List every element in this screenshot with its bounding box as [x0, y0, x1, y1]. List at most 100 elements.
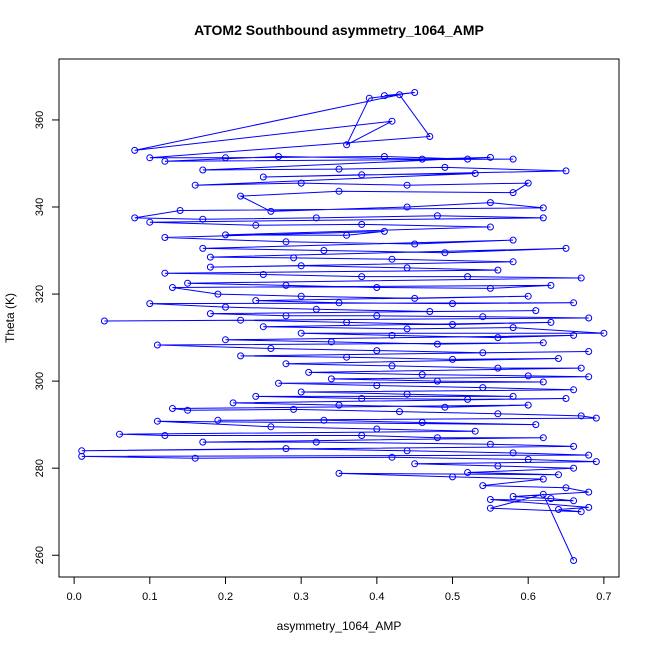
data-point: [509, 449, 517, 457]
data-point: [539, 204, 547, 212]
data-point: [570, 331, 578, 339]
data-point: [539, 434, 547, 442]
data-point: [116, 430, 123, 438]
data-point: [449, 300, 456, 308]
data-point: [252, 392, 260, 400]
data-point: [388, 255, 396, 263]
data-point: [222, 336, 229, 344]
data-point: [577, 364, 585, 372]
data-point: [184, 279, 192, 287]
data-point: [320, 247, 328, 254]
data-point: [169, 405, 176, 412]
data-point: [486, 284, 494, 292]
data-point: [237, 192, 245, 200]
data-point: [441, 163, 449, 171]
data-point: [509, 493, 517, 500]
data-point: [464, 469, 472, 476]
data-point: [524, 179, 532, 187]
data-point: [267, 423, 275, 431]
plot-layer: [78, 89, 608, 564]
data-point: [509, 324, 517, 332]
data-point: [524, 372, 532, 380]
data-point: [176, 207, 184, 214]
data-point: [267, 207, 275, 215]
data-point: [486, 199, 494, 207]
data-point: [570, 464, 578, 472]
data-point: [380, 153, 388, 160]
data-point: [494, 462, 502, 470]
data-point: [486, 496, 494, 503]
data-point: [282, 360, 290, 368]
data-point: [532, 307, 540, 315]
x-tick-label: 0.6: [521, 591, 536, 603]
data-point: [343, 231, 351, 239]
data-point: [373, 425, 381, 433]
data-point: [555, 506, 562, 513]
x-tick-label: 0.2: [218, 591, 233, 603]
data-point: [343, 141, 351, 149]
data-point: [570, 299, 578, 307]
plot-frame: [58, 58, 620, 578]
y-tick-label: 300: [34, 372, 46, 390]
data-point: [161, 269, 169, 277]
data-point: [403, 447, 411, 455]
x-tick-label: 0.7: [596, 591, 611, 603]
data-point: [562, 244, 570, 252]
data-point: [555, 471, 562, 479]
data-point: [577, 412, 585, 420]
data-point: [562, 395, 570, 402]
data-point: [509, 258, 517, 266]
data-point: [539, 475, 547, 483]
data-point: [373, 284, 381, 291]
data-point: [555, 355, 562, 362]
data-point: [199, 244, 207, 252]
data-point: [539, 378, 547, 386]
data-point: [297, 329, 305, 337]
data-point: [297, 388, 305, 396]
data-point: [433, 377, 441, 385]
data-point: [252, 297, 260, 305]
data-point: [358, 432, 366, 439]
data-point: [161, 157, 169, 165]
data-point: [494, 266, 502, 274]
data-point: [327, 338, 335, 346]
data-point: [418, 371, 426, 379]
data-point: [486, 223, 494, 231]
data-point: [199, 215, 207, 223]
y-tick-label: 260: [34, 546, 46, 564]
data-point: [464, 155, 472, 163]
data-point: [524, 401, 532, 409]
data-point: [509, 392, 517, 400]
data-point: [471, 170, 479, 177]
data-point: [479, 482, 487, 490]
data-point: [388, 117, 396, 125]
data-point: [206, 263, 214, 271]
data-point: [380, 92, 388, 100]
data-point: [486, 504, 494, 512]
data-point: [433, 434, 441, 442]
data-point: [562, 167, 570, 175]
data-point: [373, 312, 381, 320]
data-point: [358, 395, 366, 402]
data-point: [479, 313, 487, 321]
data-point: [146, 154, 154, 162]
data-point: [335, 469, 343, 477]
data-point: [199, 166, 207, 174]
data-point: [206, 253, 214, 261]
data-point: [335, 165, 343, 173]
data-point: [509, 236, 517, 244]
data-point: [327, 375, 335, 383]
data-point: [290, 254, 298, 262]
data-point: [282, 238, 290, 246]
data-point: [358, 220, 366, 228]
data-point: [131, 214, 139, 222]
data-point: [312, 438, 320, 446]
data-point: [600, 329, 608, 337]
data-point: [494, 410, 502, 418]
data-point: [305, 368, 313, 376]
data-point: [343, 318, 351, 326]
data-point: [335, 299, 343, 307]
data-point: [199, 438, 207, 446]
data-point: [562, 484, 570, 492]
data-point: [153, 341, 161, 349]
